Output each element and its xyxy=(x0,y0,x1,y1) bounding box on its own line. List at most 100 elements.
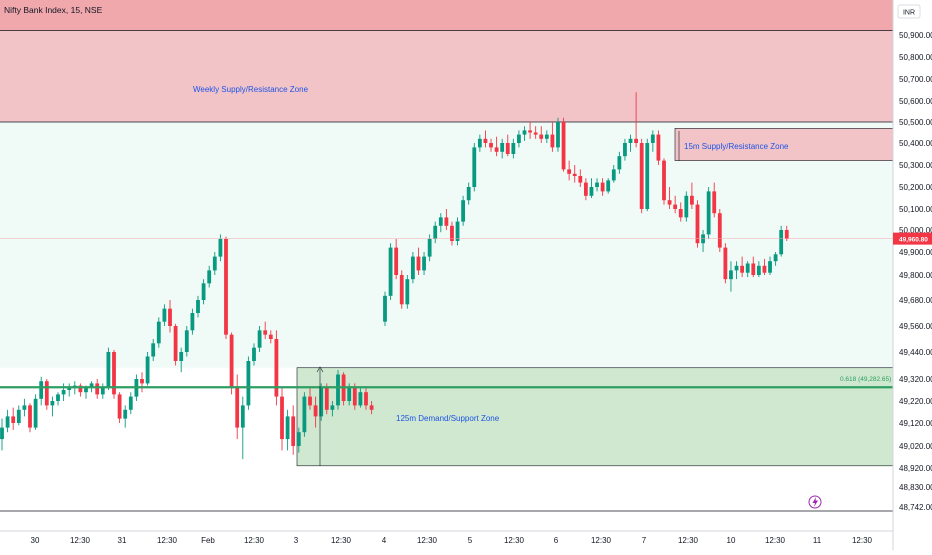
candle-body xyxy=(444,217,449,226)
candle-body xyxy=(517,134,521,143)
candle-body xyxy=(740,265,745,273)
candle xyxy=(28,403,32,433)
candle xyxy=(140,372,144,393)
candle xyxy=(33,394,38,430)
last-price-tag xyxy=(893,232,932,245)
y-tick-label: 49,560.00 xyxy=(899,322,932,331)
candle-body xyxy=(756,265,761,275)
y-tick-label: 49,220.00 xyxy=(899,397,932,406)
candle-body xyxy=(522,130,527,135)
candle-body xyxy=(336,374,340,406)
x-tick-label: 5 xyxy=(468,536,473,545)
currency-box xyxy=(897,4,921,19)
candle-body xyxy=(650,134,655,143)
candle xyxy=(589,178,594,198)
candle-body xyxy=(477,138,482,148)
candle xyxy=(773,252,778,266)
price-axis xyxy=(893,0,932,550)
candle-body xyxy=(712,191,717,214)
candle-body xyxy=(16,409,21,423)
fib-0618-label: 0.618 (49,282.65) xyxy=(840,376,891,383)
candle-body xyxy=(173,326,178,361)
candle-body xyxy=(151,343,156,357)
candle-body xyxy=(89,383,94,388)
candle-body xyxy=(252,347,256,361)
candle-body xyxy=(673,204,678,209)
candle-body xyxy=(201,283,206,300)
125m-demand-arrow-head xyxy=(316,366,324,373)
candle xyxy=(611,165,616,183)
x-tick-label: 12:30 xyxy=(765,536,786,545)
candle xyxy=(341,372,346,406)
candle xyxy=(212,252,217,275)
y-tick-label: 50,000.00 xyxy=(899,226,932,235)
candle xyxy=(539,126,544,143)
candle-body xyxy=(734,265,739,271)
lines-layer xyxy=(0,238,893,389)
candle xyxy=(466,182,471,205)
candle-body xyxy=(706,191,711,235)
candle xyxy=(358,387,363,408)
candle-body xyxy=(450,225,454,241)
candle xyxy=(22,398,27,417)
candle-body xyxy=(257,330,262,348)
candle-body xyxy=(578,176,583,183)
candle xyxy=(128,392,133,415)
y-tick-label: 48,830.00 xyxy=(899,483,932,492)
candle xyxy=(207,265,212,288)
weekly-supply-zone-label: Weekly Supply/Resistance Zone xyxy=(193,85,309,94)
candle xyxy=(95,379,100,399)
candle xyxy=(444,209,449,230)
candle-body xyxy=(44,381,49,406)
candle-body xyxy=(240,405,245,428)
x-tick-label: 30 xyxy=(31,536,40,545)
candle xyxy=(461,195,466,226)
candle xyxy=(399,270,404,309)
candle xyxy=(364,387,368,410)
candle xyxy=(291,405,296,455)
candle xyxy=(411,252,415,284)
last-price-label: 49,960.80 xyxy=(899,237,928,244)
y-tick-label: 49,680.00 xyxy=(899,296,932,305)
x-tick-label: 11 xyxy=(813,536,822,545)
candle xyxy=(145,352,150,386)
candle-body xyxy=(11,416,16,423)
candle-body xyxy=(358,392,363,406)
candle xyxy=(623,138,627,161)
candle xyxy=(438,213,443,233)
candle-body xyxy=(106,352,111,388)
candle xyxy=(472,143,477,192)
candle-body xyxy=(656,134,661,161)
candle-body xyxy=(347,387,352,401)
candle-body xyxy=(212,256,217,271)
background-tint xyxy=(0,122,893,368)
candle xyxy=(756,261,761,278)
candle-body xyxy=(95,383,100,395)
candle-body xyxy=(667,200,672,205)
candle-body xyxy=(762,265,767,273)
candle-body xyxy=(779,230,784,255)
candle xyxy=(779,225,784,257)
candle xyxy=(405,275,410,309)
y-tick-label: 49,440.00 xyxy=(899,348,932,357)
candle xyxy=(330,401,335,417)
y-tick-label: 49,800.00 xyxy=(899,271,932,280)
candle xyxy=(268,330,273,344)
candle-body xyxy=(50,401,55,406)
candle-body xyxy=(140,379,144,384)
candle xyxy=(252,343,256,366)
candle-body xyxy=(438,217,443,226)
x-tick-label: 7 xyxy=(642,536,647,545)
candle-body xyxy=(567,169,572,174)
candle xyxy=(67,383,72,397)
candle xyxy=(39,376,44,406)
candle xyxy=(511,138,516,159)
candle-body xyxy=(745,263,750,273)
candle xyxy=(117,392,122,423)
candle-body xyxy=(319,387,324,417)
candle xyxy=(274,330,279,406)
candle-body xyxy=(511,143,516,154)
candle-body xyxy=(645,143,650,209)
